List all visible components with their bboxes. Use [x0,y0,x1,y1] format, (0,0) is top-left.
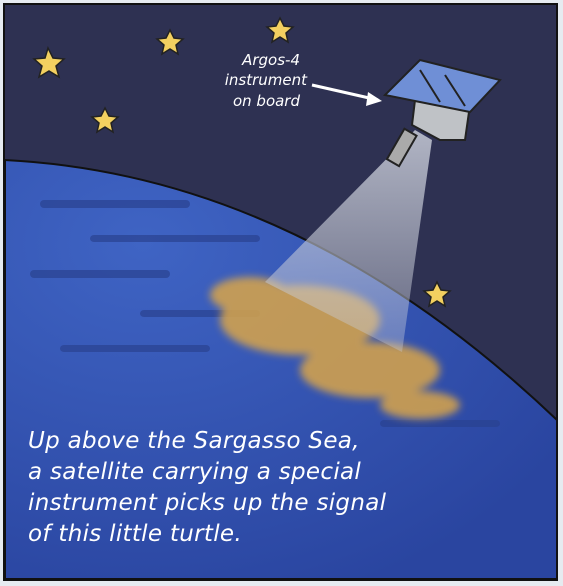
stars [32,16,452,308]
caption-line: a satellite carrying a special [28,459,361,485]
caption-line: Up above the Sargasso Sea, [28,428,360,454]
annotation-line: instrument [225,71,308,89]
arrow-head [366,92,382,106]
satellite [382,58,502,168]
annotation-line: Argos-4 [241,51,300,69]
caption-line: of this little turtle. [28,521,242,547]
caption-line: instrument picks up the signal [28,490,387,516]
beam [265,130,432,352]
annotation-line: on board [233,92,301,110]
pointer-arrow [311,83,379,102]
